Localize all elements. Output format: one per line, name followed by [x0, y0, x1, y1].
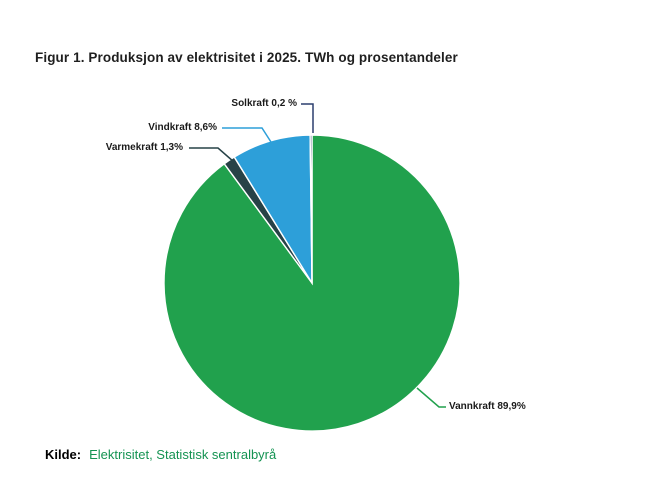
figure-title: Figur 1. Produksjon av elektrisitet i 20…: [35, 50, 458, 65]
pie-slice-solkraft[interactable]: [309, 134, 313, 284]
leader-line-varmekraft: [189, 147, 235, 163]
slice-label-varmekraft: Varmekraft 1,3%: [105, 142, 183, 153]
leader-line-solkraft: [301, 103, 314, 133]
slice-label-vindkraft: Vindkraft 8,6%: [148, 122, 217, 133]
slice-label-solkraft: Solkraft 0,2 %: [231, 98, 297, 109]
source-link[interactable]: Elektrisitet, Statistisk sentralbyrå: [89, 447, 277, 462]
slice-label-vannkraft: Vannkraft 89,9%: [449, 401, 526, 412]
leader-line-vannkraft: [416, 387, 446, 408]
source-line: Kilde: Elektrisitet, Statistisk sentralby…: [45, 447, 276, 462]
leader-line-vindkraft: [222, 127, 272, 143]
source-label: Kilde:: [45, 447, 82, 462]
